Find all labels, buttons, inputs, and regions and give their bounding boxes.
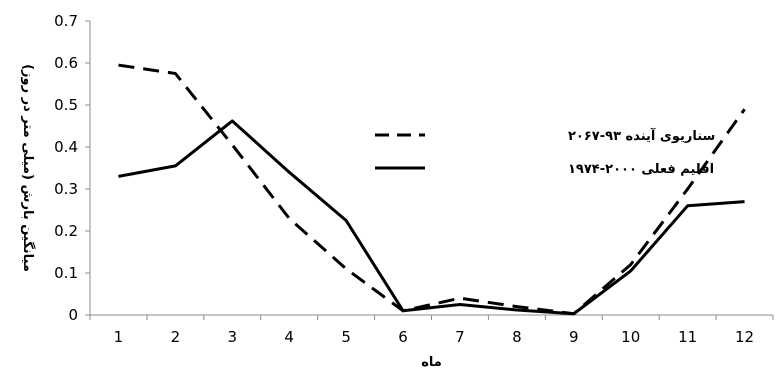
current-climate-line	[118, 119, 745, 316]
legend-label: اقلیم فعلی ۲۰۰۰-۱۹۷۴	[568, 162, 714, 177]
x-tick-label: 9	[569, 328, 579, 346]
series-lines	[118, 63, 746, 316]
x-tick-label: 7	[455, 328, 465, 346]
y-axis-title: میانگین بارش (میلی متر در روز)	[20, 64, 36, 272]
legend: سناریوی آینده ۹۳-۲۰۶۷ اقلیم فعلی ۲۰۰۰-۱۹۷…	[375, 127, 715, 177]
y-tick-label: 0	[68, 306, 78, 324]
x-tick-label: 6	[398, 328, 408, 346]
y-tick-label: 0.4	[54, 138, 78, 156]
future-scenario-line	[118, 63, 746, 316]
x-tick-label: 10	[621, 328, 640, 346]
x-tick-label: 4	[284, 328, 294, 346]
x-tick-label: 12	[735, 328, 754, 346]
x-tick-label: 5	[341, 328, 351, 346]
y-ticks: 0 0.1 0.2 0.3 0.4 0.5 0.6 0.7	[54, 12, 90, 324]
x-tick-label: 1	[114, 328, 124, 346]
x-ticks: 1 2 3 4 5 6 7 8 9 10 11 12	[89, 315, 774, 346]
y-tick-label: 0.1	[54, 264, 78, 282]
y-tick-label: 0.5	[54, 96, 78, 114]
x-tick-label: 3	[228, 328, 238, 346]
x-tick-label: 8	[512, 328, 522, 346]
x-axis-title: ماه	[421, 355, 442, 369]
y-tick-label: 0.7	[54, 12, 78, 30]
x-tick-label: 2	[171, 328, 181, 346]
x-tick-label: 11	[678, 328, 697, 346]
legend-label: سناریوی آینده ۹۳-۲۰۶۷	[568, 127, 715, 144]
y-tick-label: 0.6	[54, 54, 78, 72]
y-tick-label: 0.2	[54, 222, 78, 240]
y-tick-label: 0.3	[54, 180, 78, 198]
